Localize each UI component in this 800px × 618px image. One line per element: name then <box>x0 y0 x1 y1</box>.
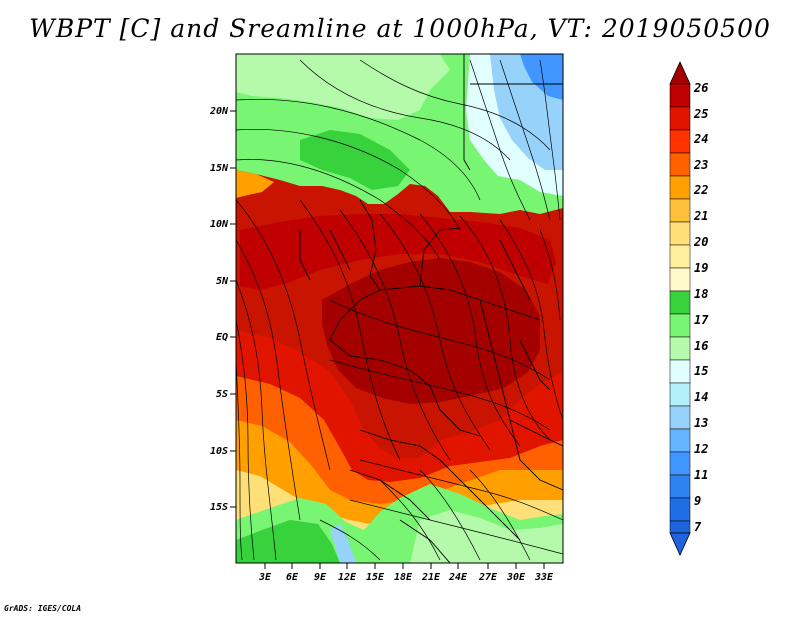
map-frame <box>235 53 564 564</box>
colorbar-label: 17 <box>694 313 709 327</box>
colorbar-label: 19 <box>694 261 708 275</box>
colorbar-label: 16 <box>694 339 708 353</box>
colorbar-swatch <box>669 83 691 108</box>
colorbar-label: 12 <box>694 442 708 456</box>
colorbar-label: 26 <box>693 81 708 95</box>
footer-credit: GrADS: IGES/COLA <box>4 604 82 613</box>
lon-label: 3E <box>258 572 272 583</box>
colorbar-swatch <box>669 221 691 246</box>
field-core-darkred <box>322 258 540 404</box>
colorbar-label: 14 <box>694 390 708 404</box>
colorbar-label: 24 <box>693 132 708 146</box>
lon-ticks <box>264 563 545 569</box>
colorbar-label: 11 <box>694 468 708 482</box>
lon-label: 33E <box>534 572 554 583</box>
field-north-lightgreen <box>236 54 450 120</box>
colorbar-swatch <box>669 428 691 453</box>
lat-label: 10N <box>210 219 229 230</box>
map-area <box>236 54 563 563</box>
streamlines <box>236 59 563 561</box>
lon-label: 15E <box>366 572 385 583</box>
colorbar-label: 23 <box>693 158 708 172</box>
colorbar-swatch <box>669 175 691 200</box>
colorbar-top-triangle <box>669 61 691 85</box>
colorbar-label: 21 <box>693 209 708 223</box>
colorbar-label: 9 <box>694 494 701 508</box>
field-ring-red <box>240 214 556 290</box>
colorbar-bottom-triangle <box>669 532 691 556</box>
colorbar-swatch <box>669 336 691 361</box>
colorbar-label: 20 <box>693 235 708 249</box>
field-north-darkgreen <box>300 130 410 190</box>
colorbar-swatch <box>669 520 691 534</box>
colorbar-swatch <box>669 198 691 223</box>
lat-label: 15N <box>210 163 229 174</box>
lon-label: 6E <box>286 572 299 583</box>
lat-ticks <box>230 110 236 508</box>
colorbar-swatch <box>669 152 691 177</box>
lon-label: 12E <box>338 572 357 583</box>
colorbar-label: 18 <box>694 287 708 301</box>
lon-label: 30E <box>506 572 526 583</box>
lat-label: 20N <box>209 106 229 117</box>
field-south-blue-coast <box>330 524 356 563</box>
lat-label: EQ <box>216 332 228 343</box>
lon-label: 9E <box>314 572 327 583</box>
lon-labels: 3E 6E 9E 12E 15E 18E 21E 24E 27E 30E 33E <box>258 572 554 583</box>
colorbar-label: 7 <box>694 520 702 534</box>
colorbar-label: 22 <box>693 183 708 197</box>
field-west-orange <box>236 170 274 198</box>
colorbar-swatch <box>669 497 691 522</box>
colorbar-swatch <box>669 313 691 338</box>
lon-label: 27E <box>478 572 498 583</box>
lat-label: 5N <box>216 276 229 287</box>
colorbar-swatch <box>669 474 691 499</box>
colorbar-label: 13 <box>694 416 708 430</box>
lat-label: 15S <box>210 502 228 513</box>
colorbar-swatch <box>669 359 691 384</box>
lat-label: 10S <box>210 446 228 457</box>
field-south-darkgreen <box>236 520 340 563</box>
country-borders <box>299 54 563 563</box>
colorbar-swatch <box>669 451 691 476</box>
colorbar-swatch <box>669 290 691 315</box>
colorbar-swatch <box>669 267 691 292</box>
lon-label: 18E <box>394 572 413 583</box>
field-northeast-darkblue <box>520 54 563 100</box>
colorbar-swatch <box>669 106 691 131</box>
lon-label: 24E <box>448 572 468 583</box>
lon-label: 21E <box>421 572 441 583</box>
lat-labels: 20N 15N 10N 5N EQ 5S 10S 15S <box>209 106 229 513</box>
colorbar-swatch <box>669 405 691 430</box>
colorbar-swatch <box>669 129 691 154</box>
colorbar-swatch <box>669 244 691 269</box>
colorbar-label: 25 <box>693 107 708 121</box>
map-title: WBPT [C] and Sreamline at 1000hPa, VT: 2… <box>29 14 771 43</box>
colorbar: 26 25 24 23 22 21 20 19 18 17 16 15 14 1… <box>669 61 709 556</box>
colorbar-label: 15 <box>694 364 708 378</box>
lat-label: 5S <box>216 389 228 400</box>
colorbar-swatch <box>669 382 691 407</box>
